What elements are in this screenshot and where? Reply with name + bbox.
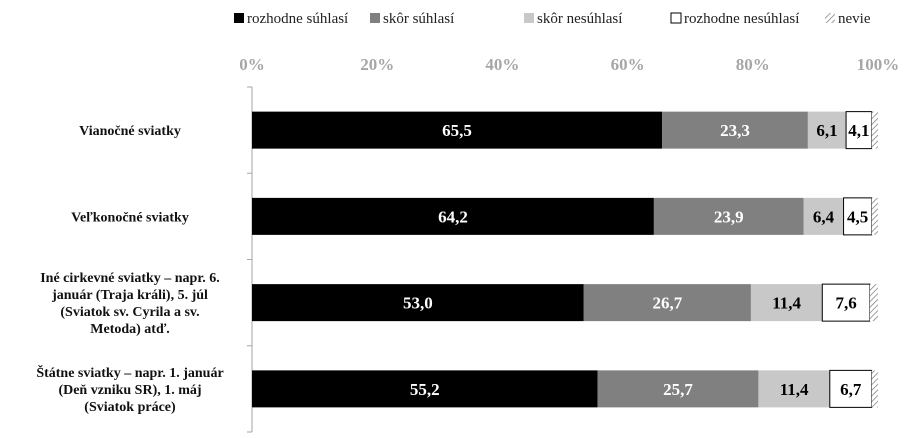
data-label-rozhodne-suhlasi: 53,0 xyxy=(403,294,433,313)
x-tick-label: 80% xyxy=(736,55,770,74)
legend-label-rozhodne-nesuhlasi: rozhodne nesúhlasí xyxy=(684,11,799,27)
bar-segment-rozhodne-suhlasi xyxy=(252,284,584,322)
bar-segment-skor-nesuhlasi xyxy=(758,370,830,408)
bar-segment-rozhodne-suhlasi xyxy=(252,111,663,149)
legend-swatch-skor-suhlasi xyxy=(370,13,380,23)
bar-segment-skor-nesuhlasi xyxy=(803,197,844,235)
data-label-skor-suhlasi: 26,7 xyxy=(652,294,682,313)
bar-segment-skor-nesuhlasi xyxy=(750,284,823,322)
data-label-rozhodne-nesuhlasi: 7,6 xyxy=(835,294,856,313)
bar-segment-skor-suhlasi xyxy=(583,284,751,322)
legend-label-rozhodne-suhlasi: rozhodne súhlasí xyxy=(247,11,348,27)
x-tick-label: 60% xyxy=(611,55,645,74)
data-label-skor-nesuhlasi: 11,4 xyxy=(772,294,801,313)
bar-segment-rozhodne-suhlasi xyxy=(252,197,654,235)
bars: 65,5 23,3 6,1 4,1 64,2 23,9 6,4 4,5 53,0 26,7 11,4… xyxy=(252,111,878,408)
bar-segment-skor-nesuhlasi xyxy=(807,111,847,149)
category-label: Vianočné sviatky xyxy=(79,124,181,139)
bar-segment-rozhodne-nesuhlasi xyxy=(829,369,873,408)
bar-segment-rozhodne-nesuhlasi xyxy=(843,197,873,236)
data-label-rozhodne-nesuhlasi: 6,7 xyxy=(840,380,862,399)
bar-segment-rozhodne-nesuhlasi xyxy=(845,111,873,150)
legend: rozhodne súhlasí skôr súhlasí skôr nesúhla… xyxy=(234,11,871,27)
legend-label-skor-suhlasi: skôr súhlasí xyxy=(383,11,454,27)
data-label-rozhodne-nesuhlasi: 4,1 xyxy=(848,121,869,140)
x-tick-label: 100% xyxy=(857,55,900,74)
data-label-skor-suhlasi: 25,7 xyxy=(663,380,693,399)
data-label-rozhodne-nesuhlasi: 4,5 xyxy=(847,207,868,226)
data-label-rozhodne-suhlasi: 55,2 xyxy=(410,380,440,399)
data-label-skor-nesuhlasi: 6,1 xyxy=(816,121,837,140)
category-label: Iné cirkevné sviatky – napr. 6. január (T… xyxy=(40,271,220,337)
data-label-skor-suhlasi: 23,3 xyxy=(720,121,750,140)
x-tick-label: 0% xyxy=(239,55,265,74)
bar-segment-nevie xyxy=(871,197,878,235)
x-axis: 0% 20% 40% 60% 80% 100% xyxy=(239,55,899,74)
legend-swatch-nevie xyxy=(825,13,835,23)
data-label-skor-nesuhlasi: 11,4 xyxy=(780,380,809,399)
bar-segment-skor-suhlasi xyxy=(597,370,759,408)
data-label-skor-nesuhlasi: 6,4 xyxy=(813,207,835,226)
legend-swatch-skor-nesuhlasi xyxy=(524,13,534,23)
x-tick-label: 40% xyxy=(485,55,519,74)
bar-segment-nevie xyxy=(869,284,878,322)
y-axis: Vianočné sviatky Veľkonočné sviatky Iné ci… xyxy=(36,86,253,433)
bar-segment-rozhodne-nesuhlasi xyxy=(821,283,871,322)
bar-segment-nevie xyxy=(871,111,878,149)
bar-segment-rozhodne-suhlasi xyxy=(252,370,598,408)
bar-segment-skor-suhlasi xyxy=(653,197,804,235)
legend-label-skor-nesuhlasi: skôr nesúhlasí xyxy=(537,11,622,27)
data-label-skor-suhlasi: 23,9 xyxy=(714,207,744,226)
legend-label-nevie: nevie xyxy=(838,11,871,27)
legend-swatch-rozhodne-nesuhlasi xyxy=(670,12,682,24)
bar-segment-nevie xyxy=(871,370,878,408)
category-label: Veľkonočné sviatky xyxy=(71,210,189,225)
data-label-rozhodne-suhlasi: 64,2 xyxy=(438,207,468,226)
data-label-rozhodne-suhlasi: 65,5 xyxy=(442,121,472,140)
category-label: Štátne sviatky – napr. 1. január (Deň vzn… xyxy=(36,364,223,415)
bar-segment-skor-suhlasi xyxy=(662,111,808,149)
legend-swatch-rozhodne-suhlasi xyxy=(234,13,244,23)
x-tick-label: 20% xyxy=(360,55,394,74)
